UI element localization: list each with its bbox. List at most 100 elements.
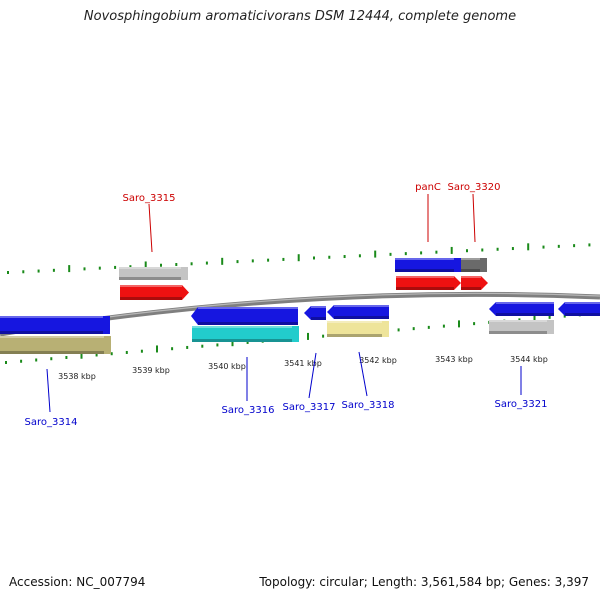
lower-tick-minor: [140, 349, 143, 353]
gene-panc[interactable]: [396, 276, 461, 290]
upper-tick-minor: [267, 258, 270, 262]
lower-tick-minor: [563, 314, 566, 318]
upper-tick-minor: [205, 261, 208, 265]
scale-label: 3538 kbp: [58, 372, 96, 381]
lower-tick-minor: [548, 315, 551, 319]
gene-label-saro-3320[interactable]: Saro_3320: [448, 182, 501, 193]
gene-label-panc[interactable]: panC: [415, 182, 441, 193]
gene-label-saro-3314[interactable]: Saro_3314: [25, 417, 78, 428]
lower-tick-minor: [186, 345, 189, 349]
scale-label: 3543 kbp: [435, 355, 473, 364]
upper-tick-major: [144, 261, 147, 269]
gene-saro-3321-lower[interactable]: [489, 320, 554, 334]
upper-tick-major: [450, 246, 453, 254]
lower-tick-minor: [322, 334, 325, 338]
upper-tick-minor: [496, 247, 499, 251]
lower-tick-minor: [110, 352, 113, 356]
upper-tick-minor: [114, 265, 117, 269]
lower-tick-minor: [412, 327, 415, 331]
upper-tick-minor: [328, 255, 331, 259]
upper-tick-minor: [313, 256, 315, 260]
lower-tick-minor: [427, 325, 430, 329]
upper-tick-major: [221, 257, 224, 265]
upper-tick-minor: [7, 271, 9, 274]
scale-label: 3539 kbp: [132, 366, 170, 375]
upper-tick-minor: [83, 267, 86, 271]
upper-tick-minor: [511, 247, 514, 251]
lower-tick-minor: [65, 355, 68, 359]
lower-tick-minor: [35, 358, 38, 362]
upper-tick-major: [297, 254, 300, 262]
upper-tick-minor: [389, 252, 392, 256]
upper-tick-minor: [282, 257, 285, 261]
lower-tick-minor: [442, 324, 445, 328]
lower-tick-major: [533, 314, 536, 322]
upper-tick-minor: [588, 243, 591, 247]
gene-features: [0, 258, 600, 354]
lower-tick-major: [156, 345, 158, 353]
scale-labels: 3538 kbp 3539 kbp 3540 kbp 3541 kbp 3542 kbp…: [58, 355, 548, 381]
upper-tick-minor: [466, 249, 468, 253]
gene-label-saro-3318[interactable]: Saro_3318: [342, 400, 395, 411]
upper-tick-minor: [190, 262, 193, 266]
lower-tick-minor: [201, 344, 204, 348]
lower-tick-major: [80, 351, 83, 359]
upper-tick-minor: [435, 250, 438, 254]
gene-grey-segment[interactable]: [461, 258, 487, 272]
upper-tick-minor: [404, 252, 407, 256]
lower-tick-minor: [518, 318, 521, 322]
upper-tick-minor: [573, 244, 576, 248]
genome-title: Novosphingobium aromaticivorans DSM 1244…: [83, 9, 517, 24]
gene-right-edge[interactable]: [558, 302, 600, 316]
scale-label: 3540 kbp: [208, 362, 246, 371]
upper-tick-major: [374, 250, 377, 258]
gene-label-saro-3316[interactable]: Saro_3316: [222, 405, 275, 416]
upper-tick-major: [527, 243, 530, 251]
lower-tick-minor: [125, 350, 128, 354]
upper-tick-major: [68, 265, 71, 273]
upper-tick-minor: [542, 245, 545, 249]
upper-tick-minor: [236, 260, 239, 264]
scale-label: 3542 kbp: [359, 356, 397, 365]
upper-tick-minor: [420, 251, 423, 255]
gene-label-saro-3317[interactable]: Saro_3317: [283, 402, 336, 413]
gene-saro-3316-lower[interactable]: [192, 326, 299, 342]
upper-tick-minor: [175, 263, 178, 267]
lower-tick-minor: [473, 322, 476, 326]
lower-tick-minor: [50, 357, 53, 361]
lower-tick-major: [307, 332, 309, 340]
lower-tick-minor: [246, 340, 249, 344]
lower-tick-minor: [216, 343, 219, 347]
gene-leaders: [46, 193, 522, 413]
leader-saro-3314: [46, 368, 51, 413]
upper-tick-minor: [22, 270, 25, 274]
upper-tick-minor: [37, 269, 40, 273]
gene-label-saro-3321[interactable]: Saro_3321: [495, 399, 548, 410]
gene-saro-3318-lower[interactable]: [327, 321, 389, 337]
lower-tick-major: [458, 320, 460, 328]
upper-tick-minor: [52, 268, 55, 272]
gene-saro-3316[interactable]: [191, 307, 298, 325]
gene-labels: Saro_3315 panC Saro_3320 Saro_3314 Saro_3316…: [25, 182, 548, 428]
leader-saro-3320: [472, 193, 476, 243]
upper-tick-minor: [343, 255, 346, 259]
upper-tick-minor: [160, 263, 162, 267]
gene-saro-3318[interactable]: [327, 305, 389, 319]
gene-saro-3321[interactable]: [489, 302, 554, 316]
gene-saro-3317[interactable]: [304, 306, 326, 320]
lower-tick-minor: [95, 353, 98, 357]
gene-saro-3320[interactable]: [461, 276, 488, 290]
lower-tick-minor: [397, 328, 400, 332]
gene-saro-3315[interactable]: [120, 285, 189, 300]
leader-saro-3315: [148, 203, 153, 253]
accession-text: Accession: NC_007794: [9, 575, 146, 589]
gene-panc-blue[interactable]: [395, 258, 461, 272]
upper-tick-minor: [251, 259, 254, 263]
upper-tick-minor: [481, 248, 484, 252]
upper-tick-minor: [358, 254, 361, 258]
gene-saro-3314[interactable]: [0, 316, 110, 334]
upper-tick-minor: [98, 266, 101, 270]
gene-saro-3314-lower[interactable]: [0, 336, 111, 354]
gene-grey-3315-top[interactable]: [119, 267, 188, 280]
gene-label-saro-3315[interactable]: Saro_3315: [123, 193, 176, 204]
